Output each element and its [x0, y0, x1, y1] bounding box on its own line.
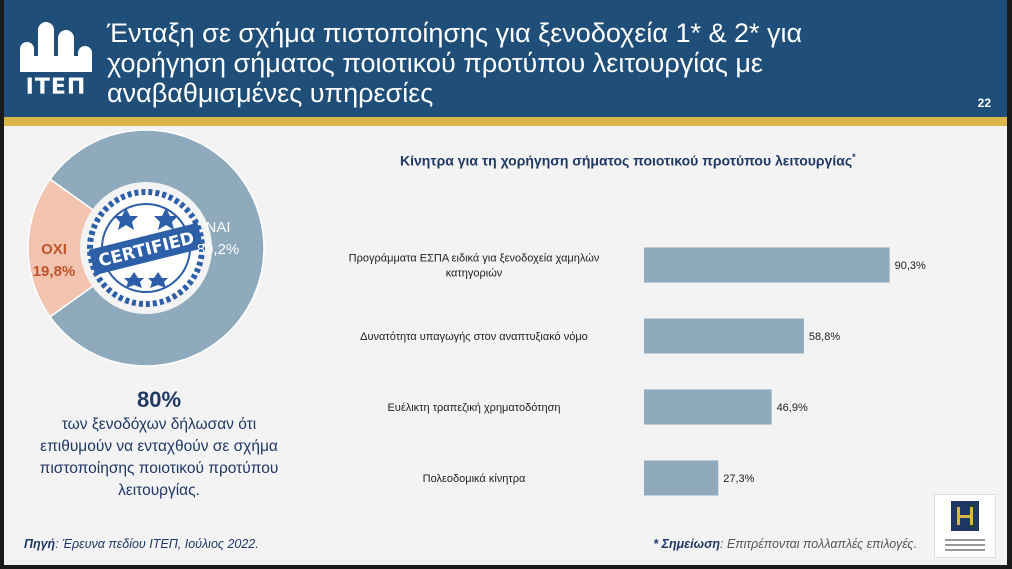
logo-text: ΙΤΕΠ [25, 75, 87, 100]
note-text: : Επιτρέπονται πολλαπλές επιλογές. [720, 537, 917, 551]
multiple-choice-note: * Σημείωση: Επιτρέπονται πολλαπλές επιλο… [653, 537, 917, 551]
yes-label: ΝΑΙ [205, 219, 230, 236]
category-label-3: Πολεοδομικά κίνητρα [423, 473, 526, 485]
chart-title: Κίνητρα για τη χορήγηση σήματος ποιοτικο… [400, 152, 960, 169]
itep-logo-icon [20, 22, 92, 72]
category-label-0: Προγράμματα ΕΣΠΑ ειδικά για ξενοδοχεία χ… [349, 253, 600, 280]
bar-value-label-0: 90,3% [895, 260, 926, 272]
bar-value-label-2: 46,9% [777, 402, 808, 414]
header-bar: ΙΤΕΠ Ένταξη σε σχήμα πιστοποίησης για ξε… [4, 0, 1007, 117]
bar-0 [644, 247, 890, 283]
certified-badge-icon: CERTIFIED [87, 189, 205, 307]
header-stripe [4, 117, 1007, 126]
note-prefix: * [653, 537, 662, 551]
bar-3 [644, 460, 719, 496]
chart-title-mark: * [852, 152, 856, 162]
slide: ΙΤΕΠ Ένταξη σε σχήμα πιστοποίησης για ξε… [4, 0, 1007, 565]
page-number: 22 [977, 96, 991, 110]
bar-value-label-1: 58,8% [809, 331, 840, 343]
source-note: Πηγή: Έρευνα πεδίου ΙΤΕΠ, Ιούλιος 2022. [24, 537, 259, 551]
bar-value-label-3: 27,3% [723, 473, 754, 485]
page-title: Ένταξη σε σχήμα πιστοποίησης για ξενοδοχ… [107, 18, 803, 108]
bar-2 [644, 389, 772, 425]
chart-title-text: Κίνητρα για τη χορήγηση σήματος ποιοτικο… [400, 152, 853, 169]
yes-value: 80,2% [197, 241, 240, 258]
category-label-2: Ευέλικτη τραπεζική χρηματοδότηση [387, 402, 560, 414]
source-text: : Έρευνα πεδίου ΙΤΕΠ, Ιούλιος 2022. [55, 537, 259, 551]
donut-chart: CERTIFIED ΝΑΙ 80,2% ΟΧΙ 19,8% [27, 129, 265, 367]
no-label: ΟΧΙ [41, 241, 67, 258]
summary-text: των ξενοδόχων δήλωσαν ότι επιθυμούν να ε… [39, 416, 279, 499]
note-label: Σημείωση [661, 537, 720, 551]
bar-chart: 90,3% Προγράμματα ΕΣΠΑ ειδικά για ξενοδοχ… [349, 247, 926, 496]
summary-percentage: 80% [136, 387, 182, 412]
category-label-1: Δυνατότητα υπαγωγής στον αναπτυξιακό νόμ… [360, 331, 588, 343]
bar-1 [644, 318, 804, 354]
source-label: Πηγή [24, 537, 56, 551]
no-value: 19,8% [33, 263, 76, 280]
hotel-chamber-logo-icon [934, 494, 996, 558]
